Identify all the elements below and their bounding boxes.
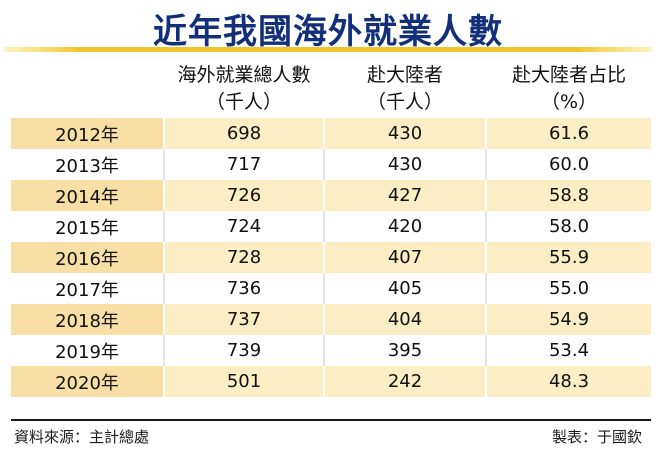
header-year bbox=[11, 60, 164, 118]
cell-year: 2020年 bbox=[11, 366, 164, 397]
header-share-line1: 赴大陸者占比 bbox=[511, 64, 626, 86]
cell-total: 724 bbox=[163, 211, 324, 242]
cell-year: 2014年 bbox=[11, 180, 164, 211]
cell-mainland: 407 bbox=[323, 242, 486, 273]
cell-share: 58.8 bbox=[485, 180, 651, 211]
cell-mainland: 427 bbox=[323, 180, 486, 211]
source-note: 資料來源：主計總處 bbox=[14, 428, 150, 446]
cell-total: 717 bbox=[163, 149, 324, 180]
header-total-line1: 海外就業總人數 bbox=[177, 64, 311, 86]
cell-year: 2015年 bbox=[11, 211, 164, 242]
cell-year: 2018年 bbox=[11, 304, 164, 335]
header-mainland: 赴大陸者 （千人） bbox=[323, 60, 486, 118]
cell-year: 2017年 bbox=[11, 273, 164, 304]
cell-total: 737 bbox=[163, 304, 324, 335]
cell-total: 698 bbox=[163, 118, 324, 149]
cell-share: 58.0 bbox=[485, 211, 651, 242]
cell-year: 2019年 bbox=[11, 335, 164, 366]
table-row: 2014年 726 427 58.8 bbox=[11, 180, 651, 211]
cell-share: 55.0 bbox=[485, 273, 651, 304]
cell-mainland: 430 bbox=[323, 118, 486, 149]
table-row: 2012年 698 430 61.6 bbox=[11, 118, 651, 149]
cell-total: 736 bbox=[163, 273, 324, 304]
header-share-line2: （%） bbox=[540, 91, 598, 113]
cell-share: 61.6 bbox=[485, 118, 651, 149]
cell-share: 53.4 bbox=[485, 335, 651, 366]
cell-mainland: 420 bbox=[323, 211, 486, 242]
table-row: 2020年 501 242 48.3 bbox=[11, 366, 651, 397]
cell-total: 501 bbox=[163, 366, 324, 397]
cell-share: 48.3 bbox=[485, 366, 651, 397]
title-underline-bar bbox=[4, 47, 652, 52]
credit-note: 製表：于國欽 bbox=[551, 428, 642, 446]
page-title: 近年我國海外就業人數 bbox=[153, 12, 503, 52]
cell-mainland: 395 bbox=[323, 335, 486, 366]
header-total: 海外就業總人數 （千人） bbox=[163, 60, 324, 118]
header-mainland-line2: （千人） bbox=[366, 91, 443, 113]
cell-mainland: 405 bbox=[323, 273, 486, 304]
cell-total: 726 bbox=[163, 180, 324, 211]
header-total-line2: （千人） bbox=[205, 91, 282, 113]
cell-share: 54.9 bbox=[485, 304, 651, 335]
table-row: 2015年 724 420 58.0 bbox=[11, 211, 651, 242]
table-header: 海外就業總人數 （千人） 赴大陸者 （千人） 赴大陸者占比 （%） bbox=[11, 60, 651, 118]
cell-year: 2012年 bbox=[11, 118, 164, 149]
cell-year: 2013年 bbox=[11, 149, 164, 180]
cell-mainland: 242 bbox=[323, 366, 486, 397]
header-share: 赴大陸者占比 （%） bbox=[485, 60, 651, 118]
table-row: 2018年 737 404 54.9 bbox=[11, 304, 651, 335]
cell-year: 2016年 bbox=[11, 242, 164, 273]
table-bottom-rule bbox=[11, 419, 651, 421]
cell-total: 728 bbox=[163, 242, 324, 273]
table-row: 2017年 736 405 55.0 bbox=[11, 273, 651, 304]
cell-total: 739 bbox=[163, 335, 324, 366]
employment-table: 海外就業總人數 （千人） 赴大陸者 （千人） 赴大陸者占比 （%） 2012年 … bbox=[11, 60, 651, 397]
cell-share: 60.0 bbox=[485, 149, 651, 180]
cell-mainland: 404 bbox=[323, 304, 486, 335]
cell-mainland: 430 bbox=[323, 149, 486, 180]
table-row: 2019年 739 395 53.4 bbox=[11, 335, 651, 366]
table-row: 2016年 728 407 55.9 bbox=[11, 242, 651, 273]
cell-share: 55.9 bbox=[485, 242, 651, 273]
table-row: 2013年 717 430 60.0 bbox=[11, 149, 651, 180]
header-mainland-line1: 赴大陸者 bbox=[366, 64, 443, 86]
